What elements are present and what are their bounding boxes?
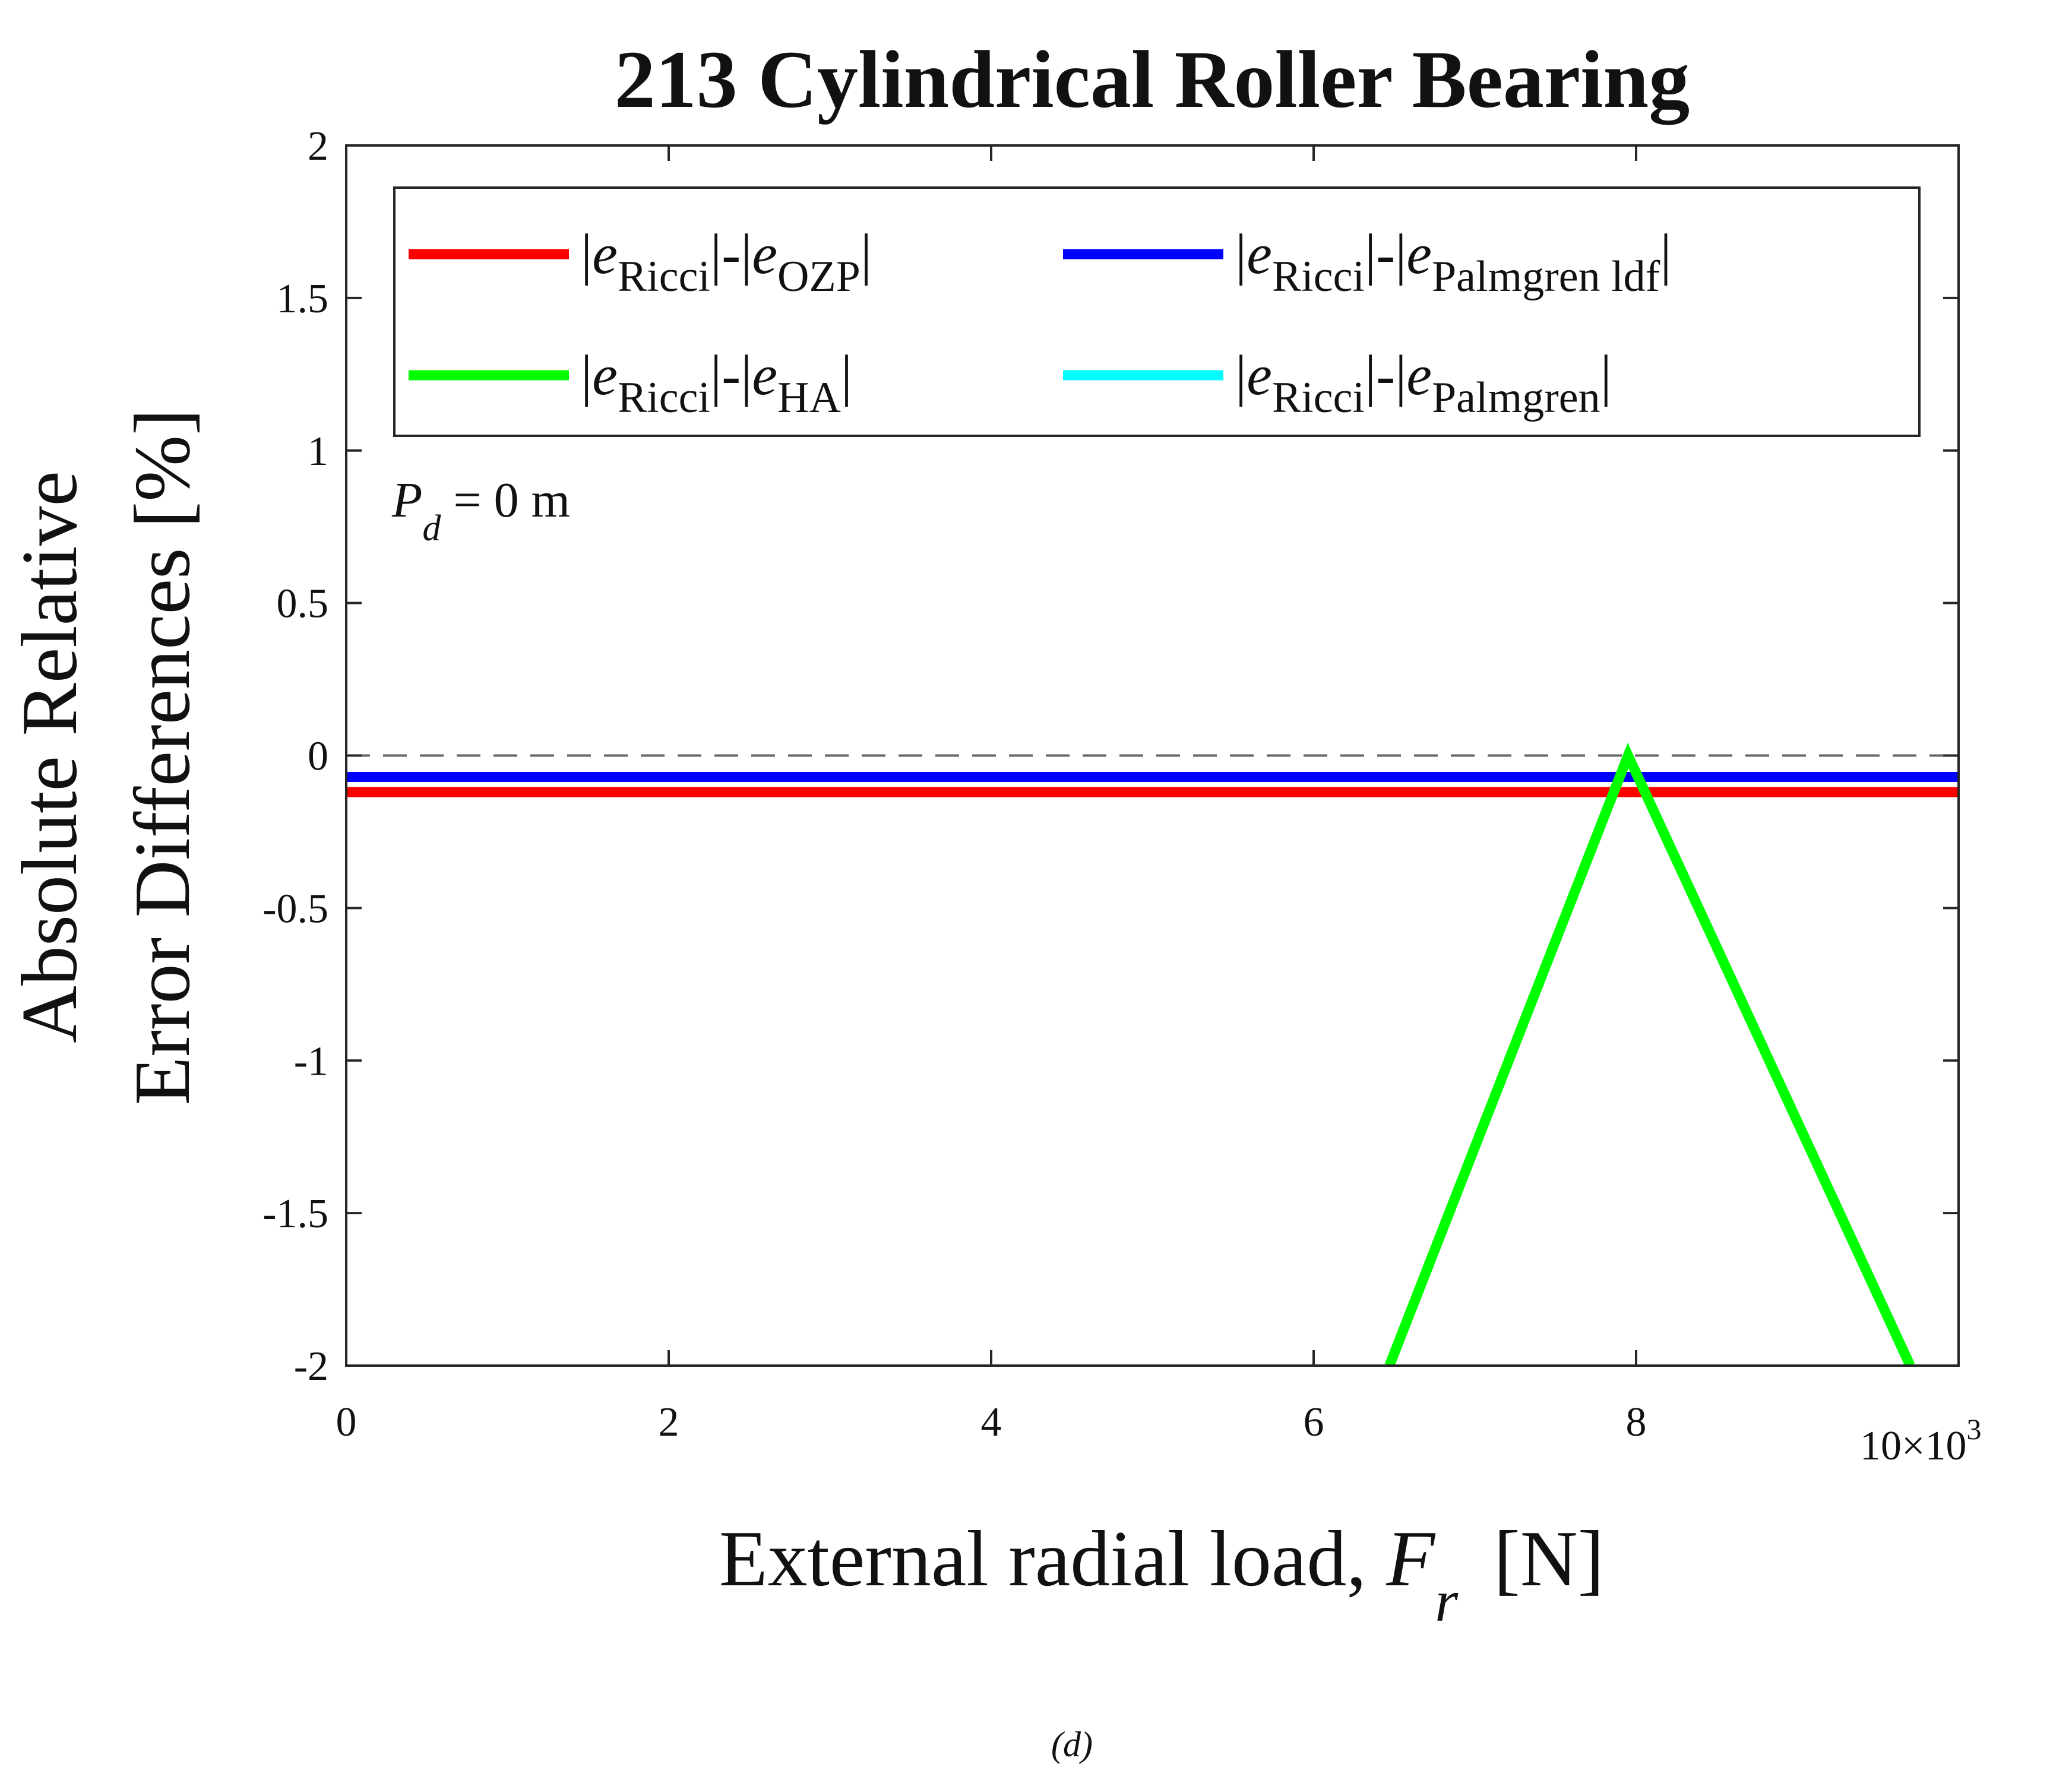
x-axis-label-sub: r xyxy=(1435,1568,1459,1634)
y-tick-label: 1.5 xyxy=(277,276,329,322)
y-tick-label: -2 xyxy=(294,1344,328,1389)
legend-label: |eRicci|-|eOZP| xyxy=(581,222,872,301)
legend-entry-ha: |eRicci|-|eHA| xyxy=(409,343,852,422)
y-tick-label: -0.5 xyxy=(262,886,328,932)
legend-entry-ozp: |eRicci|-|eOZP| xyxy=(409,222,872,301)
y-axis-label-line2: Error Differences [%] xyxy=(118,408,206,1105)
tick-layer: 0 2 4 6 8 2 1.5 1 0.5 0 -0.5 -1 -1.5 -2 xyxy=(262,123,1959,1445)
y-tick-label: 0 xyxy=(308,734,328,780)
x-tick-label: 8 xyxy=(1626,1399,1647,1445)
x-axis-label-var: F xyxy=(1385,1515,1435,1603)
x-tick-label: 4 xyxy=(981,1399,1002,1445)
annotation: Pd = 0 m xyxy=(391,473,570,549)
x-axis-label: External radial load, Fr [N] xyxy=(719,1515,1604,1634)
legend-label: |eRicci|-|ePalmgren| xyxy=(1235,343,1612,422)
annotation-var: P xyxy=(391,473,422,528)
x-tick-label: 6 xyxy=(1304,1399,1324,1445)
series-layer xyxy=(346,742,1959,1366)
y-tick-label: 2 xyxy=(308,123,328,169)
x-scale-factor: 10×103 xyxy=(1860,1413,1981,1469)
legend-entry-palmgren: |eRicci|-|ePalmgren| xyxy=(1063,343,1612,422)
plot-area: 0 2 4 6 8 2 1.5 1 0.5 0 -0.5 -1 -1.5 -2 xyxy=(262,123,1960,1445)
legend-label: |eRicci|-|ePalmgren ldf| xyxy=(1235,222,1672,301)
y-axis-label-line1: Absolute Relative xyxy=(5,471,93,1043)
chart-title: 213 Cylindrical Roller Bearing xyxy=(615,34,1690,125)
x-tick-label: 0 xyxy=(336,1399,357,1445)
series-line-ha xyxy=(1384,742,1915,1366)
y-tick-label: -1 xyxy=(294,1038,328,1084)
y-tick-label: -1.5 xyxy=(262,1191,328,1237)
x-scale-label: 10×10 xyxy=(1860,1423,1966,1469)
figure-caption: (d) xyxy=(1051,1725,1093,1764)
legend: |eRicci|-|eOZP| |eRicci|-|ePalmgren ldf| |… xyxy=(393,186,1921,437)
y-tick-label: 1 xyxy=(308,429,328,474)
legend-label: |eRicci|-|eHA| xyxy=(581,343,852,422)
legend-entry-palmgren-ldf: |eRicci|-|ePalmgren ldf| xyxy=(1063,222,1672,301)
x-scale-exponent: 3 xyxy=(1966,1413,1981,1446)
legend-box xyxy=(393,186,1921,437)
annotation-sub: d xyxy=(422,508,441,549)
x-tick-label: 2 xyxy=(659,1399,679,1445)
y-tick-label: 0.5 xyxy=(277,581,329,627)
x-axis-label-text: External radial load, xyxy=(719,1515,1387,1603)
annotation-text: = 0 m xyxy=(441,473,570,528)
x-axis-label-unit: [N] xyxy=(1494,1515,1604,1603)
